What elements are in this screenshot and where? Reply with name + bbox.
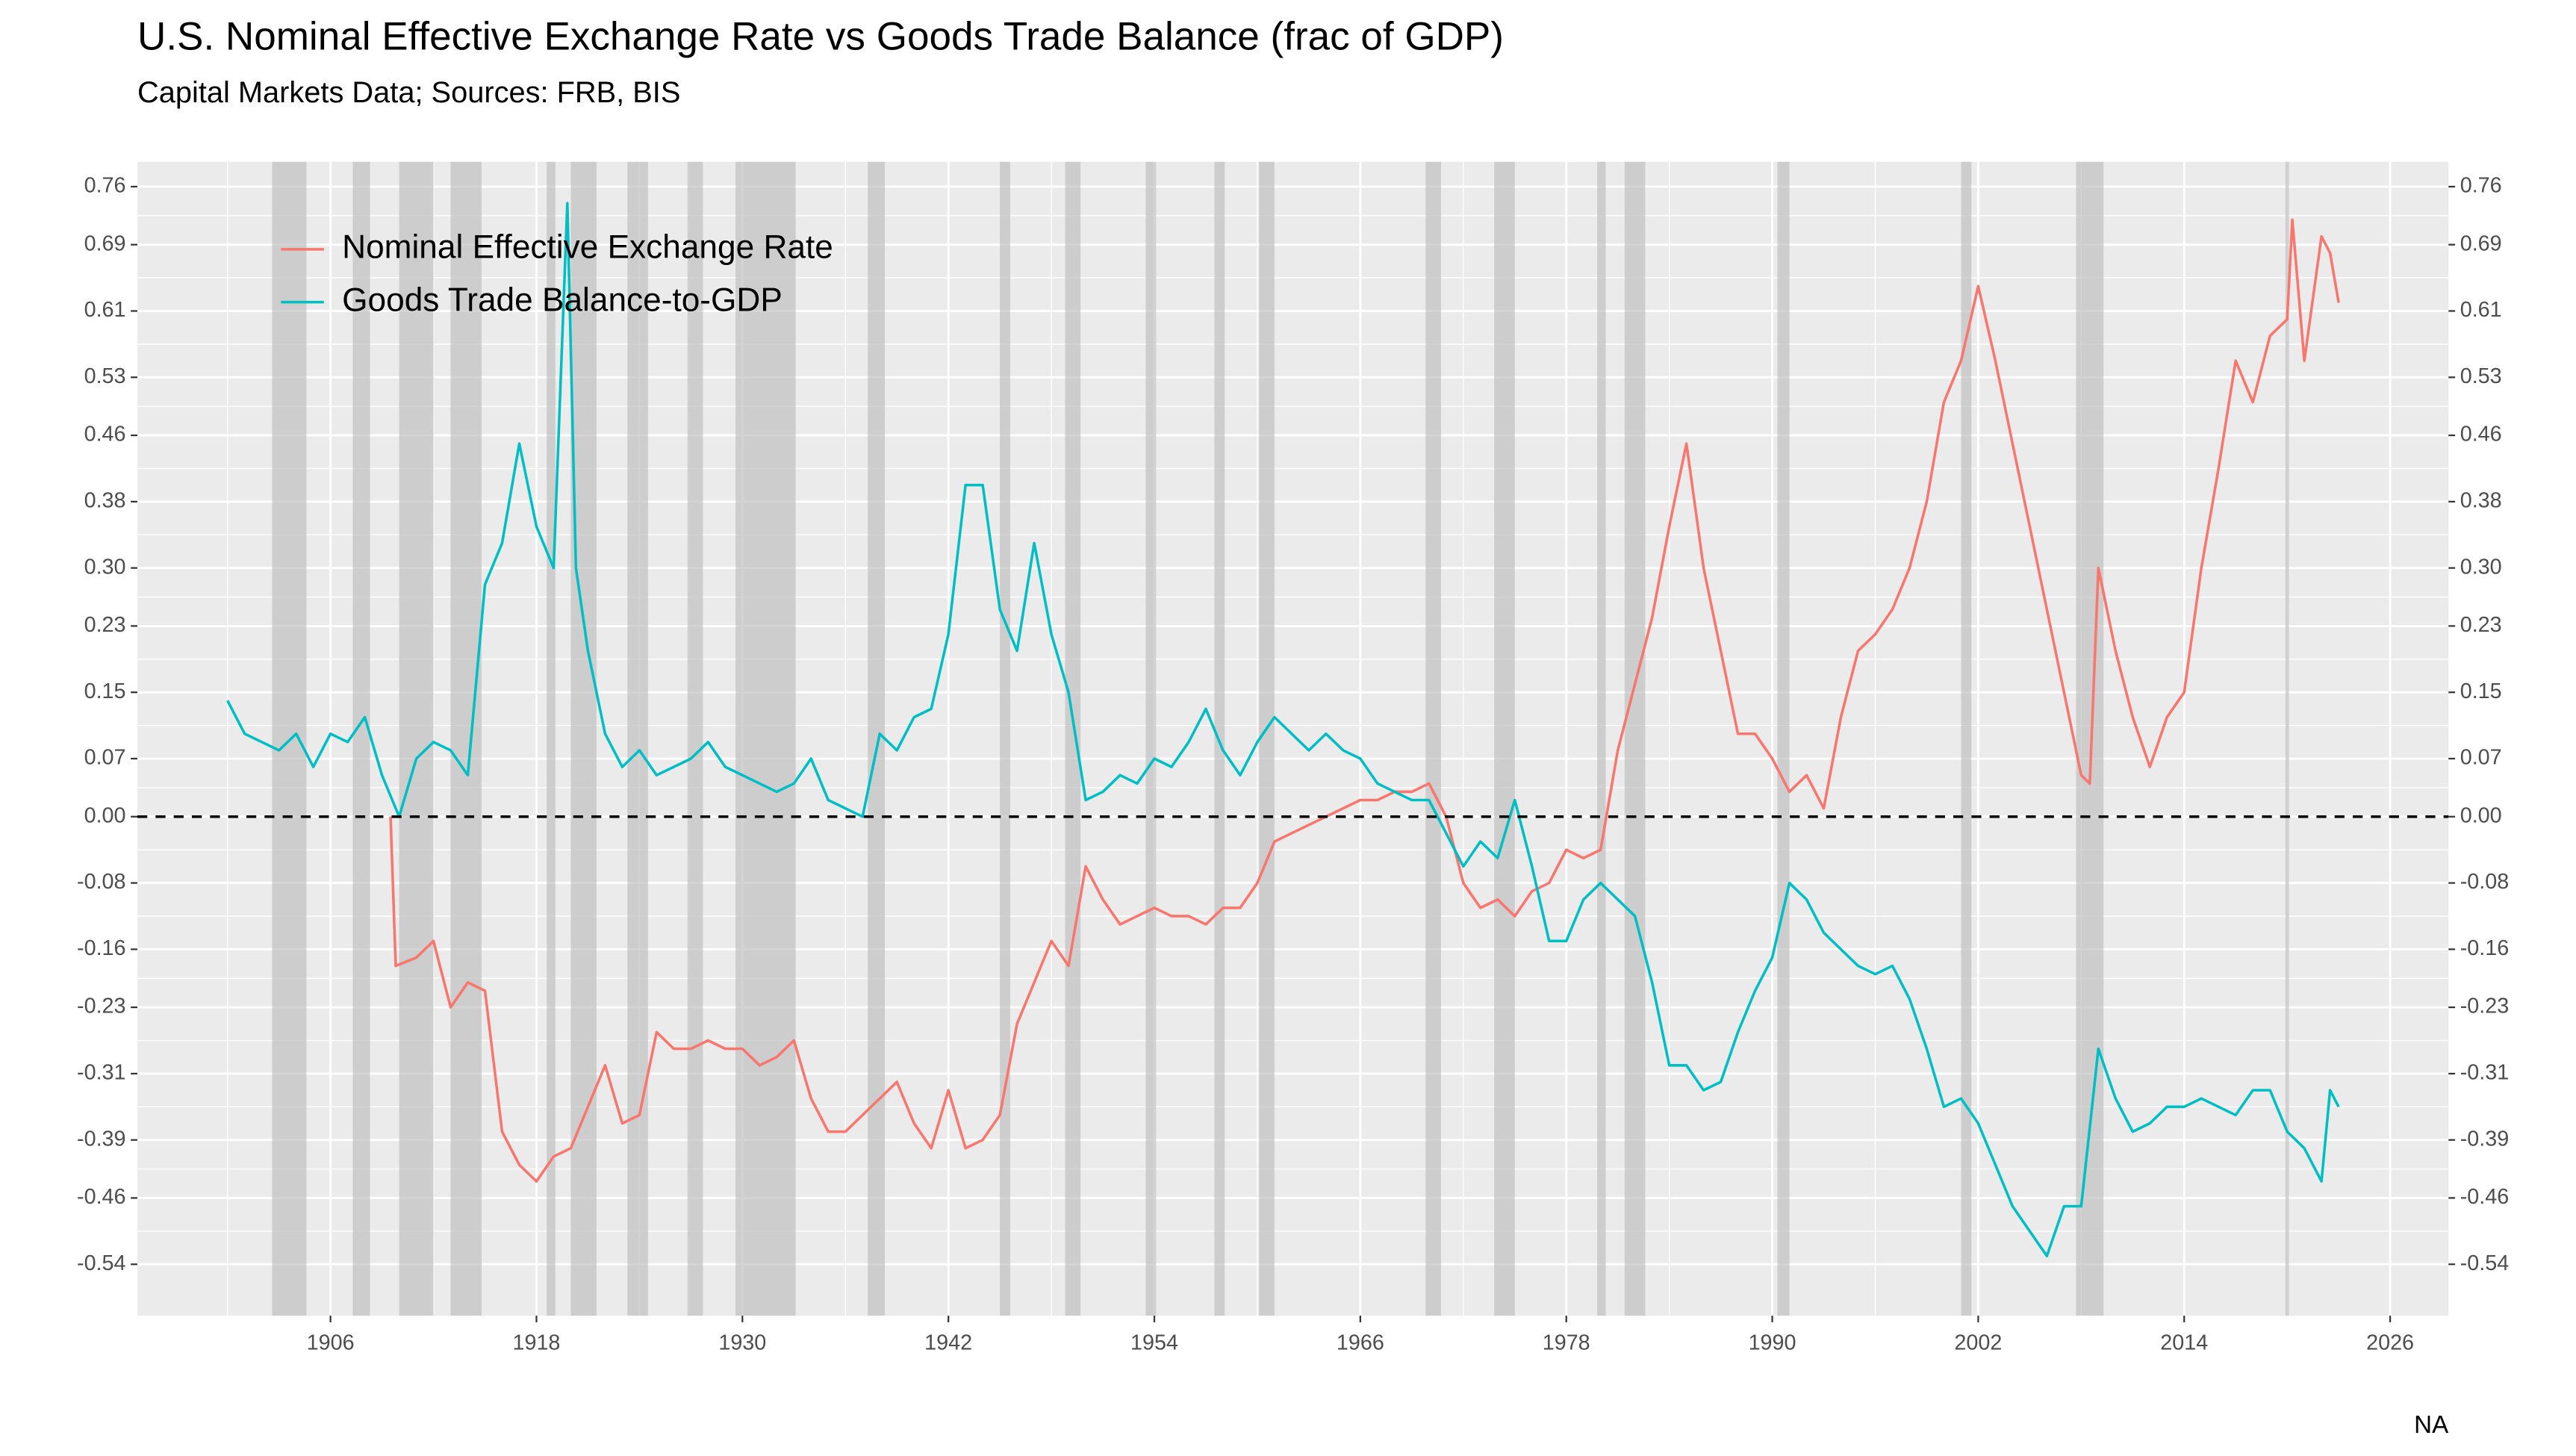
x-tick-label: 1954 — [1130, 1331, 1178, 1354]
x-tick-label: 2002 — [1954, 1331, 2002, 1354]
chart-title: U.S. Nominal Effective Exchange Rate vs … — [137, 14, 1504, 58]
recession-band — [1000, 161, 1010, 1316]
recession-band — [735, 161, 796, 1316]
y-tick-label: 0.23 — [84, 613, 126, 637]
recession-band — [2076, 161, 2104, 1316]
y2-tick-label: 0.38 — [2460, 488, 2502, 512]
x-tick-label: 2014 — [2160, 1331, 2208, 1354]
y2-tick-label: -0.39 — [2460, 1127, 2509, 1151]
recession-band — [1961, 161, 1972, 1316]
y-tick-label: -0.08 — [77, 870, 126, 894]
recession-band — [1777, 161, 1790, 1316]
y-tick-label: 0.30 — [84, 555, 126, 579]
y-tick-label: 0.69 — [84, 231, 126, 255]
plot-panel — [137, 161, 2449, 1316]
y-tick-label: 0.76 — [84, 174, 126, 198]
y2-tick-label: -0.54 — [2460, 1251, 2510, 1275]
y2-tick-label: 0.23 — [2460, 613, 2502, 637]
y2-tick-label: 0.07 — [2460, 746, 2502, 770]
y2-tick-label: 0.76 — [2460, 174, 2502, 198]
y2-tick-label: 0.30 — [2460, 555, 2502, 579]
recession-band — [687, 161, 703, 1316]
recession-band — [1145, 161, 1157, 1316]
y2-tick-label: -0.16 — [2460, 936, 2509, 960]
caption: NA — [2414, 1411, 2449, 1439]
recession-band — [547, 161, 556, 1316]
recession-band — [1597, 161, 1606, 1316]
recession-band — [1065, 161, 1081, 1316]
recession-band — [2285, 161, 2289, 1316]
y-tick-label: 0.07 — [84, 746, 126, 770]
recession-band — [627, 161, 648, 1316]
x-tick-label: 1918 — [512, 1331, 560, 1354]
recession-band — [868, 161, 886, 1316]
recession-band — [1494, 161, 1515, 1316]
x-tick-label: 1978 — [1543, 1331, 1590, 1354]
recession-band — [450, 161, 482, 1316]
recession-band — [1425, 161, 1441, 1316]
x-tick-label: 2026 — [2366, 1331, 2414, 1354]
recession-band — [1624, 161, 1646, 1316]
y2-tick-label: 0.46 — [2460, 423, 2502, 447]
y2-tick-label: -0.31 — [2460, 1060, 2509, 1084]
recession-band — [570, 161, 597, 1316]
y-tick-label: 0.00 — [84, 803, 126, 827]
y-tick-label: -0.39 — [77, 1127, 126, 1151]
recession-band — [399, 161, 434, 1316]
y2-tick-label: 0.61 — [2460, 298, 2502, 322]
legend-label: Goods Trade Balance-to-GDP — [342, 281, 783, 318]
y-tick-label: -0.31 — [77, 1060, 126, 1084]
y-tick-label: -0.23 — [77, 995, 126, 1018]
y2-tick-label: 0.00 — [2460, 803, 2502, 827]
series-line — [226, 202, 2340, 1257]
y2-tick-label: 0.53 — [2460, 364, 2502, 388]
y-tick-label: -0.16 — [77, 936, 126, 960]
y2-tick-label: 0.15 — [2460, 679, 2502, 703]
chart-subtitle: Capital Markets Data; Sources: FRB, BIS — [137, 76, 680, 109]
recession-band — [352, 161, 370, 1316]
y-tick-label: 0.61 — [84, 298, 126, 322]
x-tick-label: 1966 — [1337, 1331, 1384, 1354]
y-tick-label: -0.46 — [77, 1185, 126, 1209]
recession-band — [1259, 161, 1275, 1316]
series-line — [389, 218, 2340, 1183]
y-tick-label: -0.54 — [77, 1251, 126, 1275]
y-tick-label: 0.46 — [84, 423, 126, 447]
y2-tick-label: 0.69 — [2460, 231, 2502, 255]
y-tick-label: 0.53 — [84, 364, 126, 388]
legend-label: Nominal Effective Exchange Rate — [342, 229, 833, 266]
x-tick-label: 1930 — [718, 1331, 766, 1354]
y2-tick-label: -0.23 — [2460, 995, 2509, 1018]
x-tick-label: 1942 — [924, 1331, 972, 1354]
y2-tick-label: -0.08 — [2460, 870, 2509, 894]
x-tick-label: 1906 — [307, 1331, 355, 1354]
y-tick-label: 0.15 — [84, 679, 126, 703]
x-tick-label: 1990 — [1749, 1331, 1796, 1354]
y2-tick-label: -0.46 — [2460, 1185, 2509, 1209]
y-tick-label: 0.38 — [84, 488, 126, 512]
